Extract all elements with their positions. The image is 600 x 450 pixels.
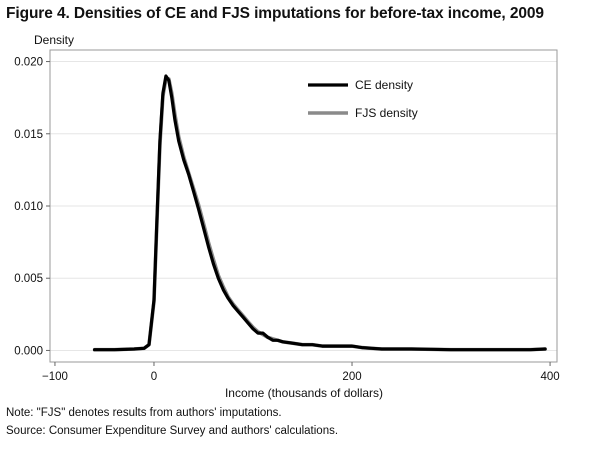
legend: CE density FJS density [308,78,418,120]
series-lines [92,74,547,352]
y-axis-label: Density [34,33,74,47]
source-note: Source: Consumer Expenditure Survey and … [6,425,339,437]
y-tick-label: 0.015 [14,129,43,141]
legend-label-fjs: FJS density [355,106,418,120]
x-tick-label: 0 [151,371,157,383]
footnote: Note: "FJS" denotes results from authors… [6,407,282,419]
grid-lines [50,61,557,351]
y-tick-label: 0.020 [14,57,43,69]
x-axis-ticks: −100 0 200 400 [42,362,560,383]
legend-label-ce: CE density [355,78,413,92]
x-axis-label: Income (thousands of dollars) [225,386,383,400]
y-tick-label: 0.005 [14,273,43,285]
x-tick-label: −100 [42,371,68,383]
figure-title: Figure 4. Densities of CE and FJS imputa… [6,5,544,22]
y-axis-ticks: 0.000 0.005 0.010 0.015 0.020 [14,57,50,357]
x-tick-label: 400 [540,371,559,383]
ce-density-line [92,74,547,352]
x-tick-label: 200 [342,371,361,383]
y-tick-label: 0.000 [14,345,43,357]
y-tick-label: 0.010 [14,201,43,213]
